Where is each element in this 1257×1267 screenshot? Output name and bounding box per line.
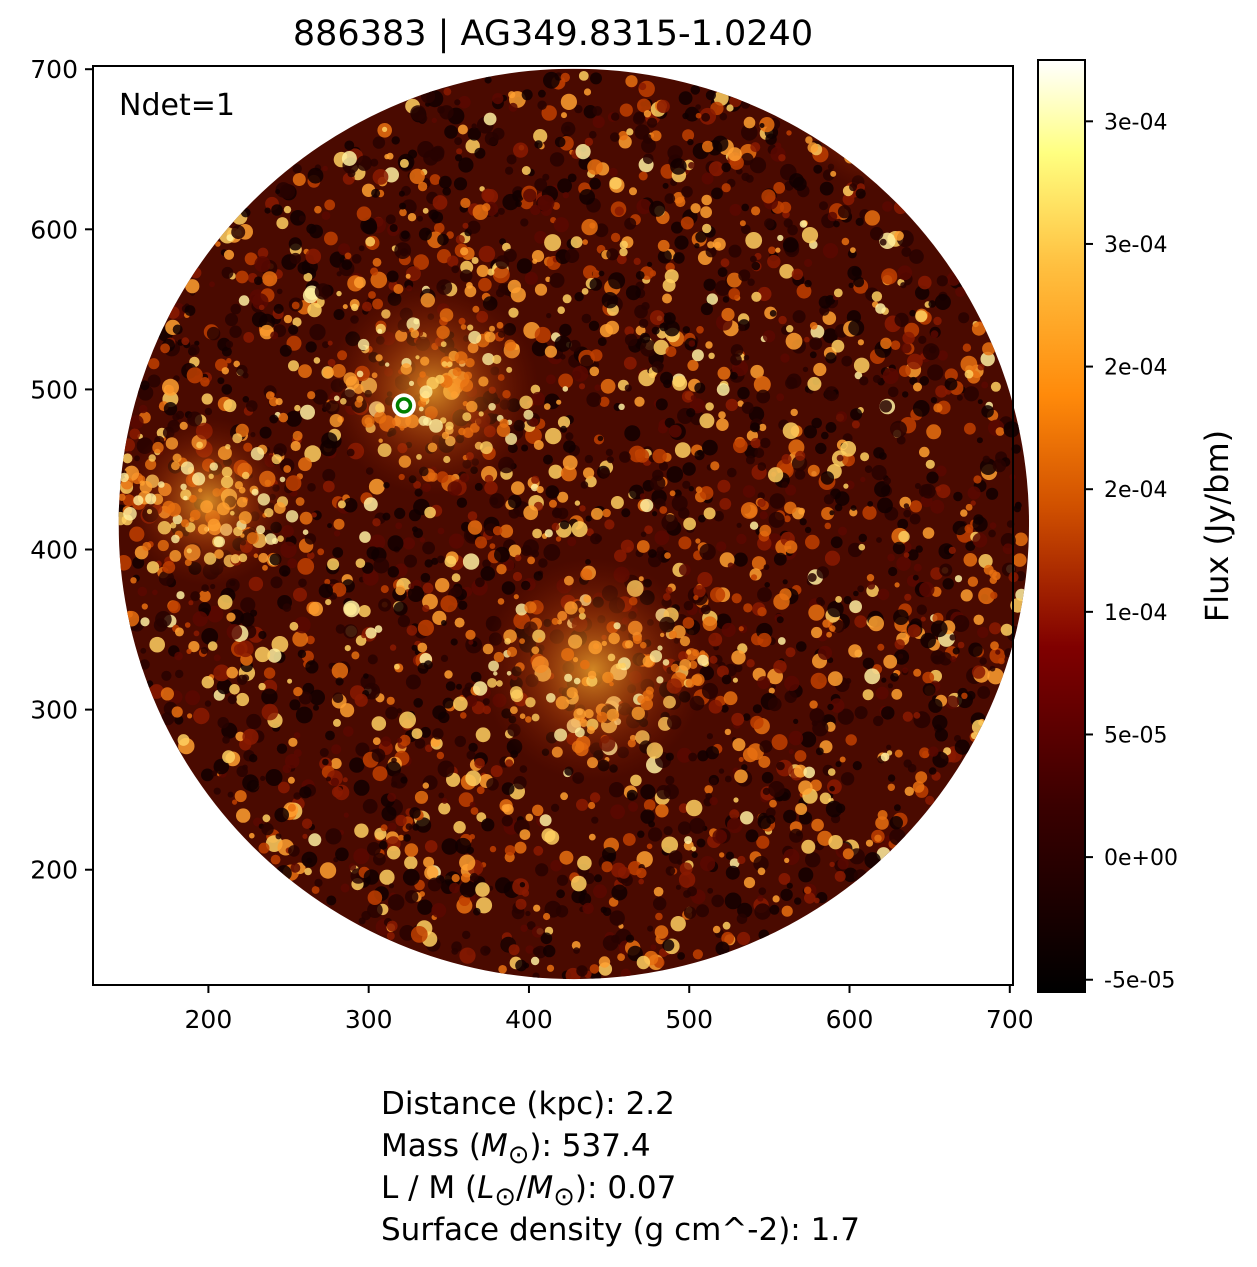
colorbar-tick-label: 0e+00 bbox=[1104, 846, 1178, 871]
y-tick-label: 300 bbox=[30, 696, 78, 725]
plot-frame bbox=[92, 65, 1014, 986]
colorbar-tick-label: 3e-04 bbox=[1104, 110, 1167, 135]
x-tick-label: 700 bbox=[986, 1005, 1034, 1034]
colorbar-tick-label: 3e-04 bbox=[1104, 233, 1167, 258]
x-tick-label: 600 bbox=[826, 1005, 874, 1034]
colorbar-tick-label: 2e-04 bbox=[1104, 356, 1167, 381]
chart-title: 886383 | AG349.8315-1.0240 bbox=[292, 14, 814, 54]
heatmap-image bbox=[118, 68, 1030, 980]
colorbar-tick-label: -5e-05 bbox=[1104, 969, 1175, 994]
luminosity-mass-line: L / M (L⊙/M⊙): 0.07 bbox=[381, 1170, 677, 1213]
distance-line: Distance (kpc): 2.2 bbox=[381, 1086, 675, 1122]
y-tick-label: 400 bbox=[30, 536, 78, 565]
detection-halo bbox=[391, 393, 416, 418]
colorbar-label: Flux (Jy/bm) bbox=[1198, 430, 1236, 622]
colorbar-gradient bbox=[1037, 59, 1086, 993]
mass-line: Mass (M⊙): 537.4 bbox=[381, 1128, 651, 1171]
source-info: Distance (kpc): 2.2 Mass (M⊙): 537.4 L /… bbox=[381, 1083, 860, 1251]
bright-region bbox=[481, 558, 705, 782]
detection-marker bbox=[395, 397, 413, 414]
y-tick-label: 700 bbox=[30, 55, 78, 84]
y-tick-label: 500 bbox=[30, 375, 78, 404]
colorbar-tick-label: 1e-04 bbox=[1104, 601, 1167, 626]
colorbar-tick-label: 2e-04 bbox=[1104, 478, 1167, 503]
x-tick-label: 200 bbox=[185, 1005, 233, 1034]
y-tick-label: 600 bbox=[30, 215, 78, 244]
ndet-annotation: Ndet=1 bbox=[119, 88, 235, 123]
surface-density-line: Surface density (g cm^-2): 1.7 bbox=[381, 1212, 860, 1248]
heatmap-field bbox=[118, 68, 1030, 980]
x-tick-label: 300 bbox=[345, 1005, 393, 1034]
x-tick-label: 500 bbox=[665, 1005, 713, 1034]
colorbar: -5e-05 0e+00 5e-05 1e-04 2e-04 2e-04 3e-04 3e-0… bbox=[1037, 59, 1236, 994]
axes: 200 300 400 500 600 700 200 300 400 500 600 700 Ndet… bbox=[30, 55, 1033, 1034]
y-tick-label: 200 bbox=[30, 856, 78, 885]
x-tick-label: 400 bbox=[505, 1005, 553, 1034]
colorbar-tick-label: 5e-05 bbox=[1104, 723, 1167, 748]
